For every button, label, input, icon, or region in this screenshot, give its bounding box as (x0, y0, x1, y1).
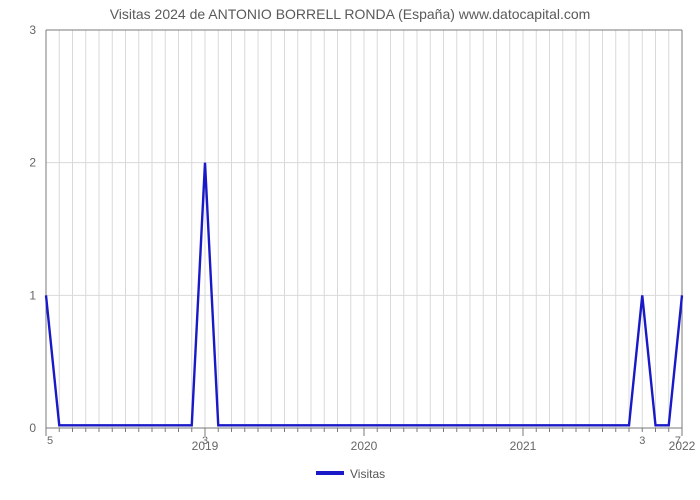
data-point-label: 7 (675, 435, 681, 447)
y-tick-label: 3 (29, 23, 36, 37)
x-tick-label: 2021 (510, 439, 537, 453)
legend-label: Visitas (350, 467, 385, 481)
y-tick-label: 1 (29, 288, 36, 302)
visits-line-chart: 012320192020202120225337Visitas (0, 0, 700, 500)
legend-swatch (316, 471, 344, 475)
data-point-label: 3 (639, 435, 645, 447)
chart-title: Visitas 2024 de ANTONIO BORRELL RONDA (E… (0, 6, 700, 22)
y-tick-label: 2 (29, 156, 36, 170)
y-tick-label: 0 (29, 421, 36, 435)
data-point-label: 5 (47, 435, 53, 447)
x-tick-label: 2022 (669, 439, 696, 453)
x-tick-label: 2020 (351, 439, 378, 453)
data-point-label: 3 (202, 435, 208, 447)
